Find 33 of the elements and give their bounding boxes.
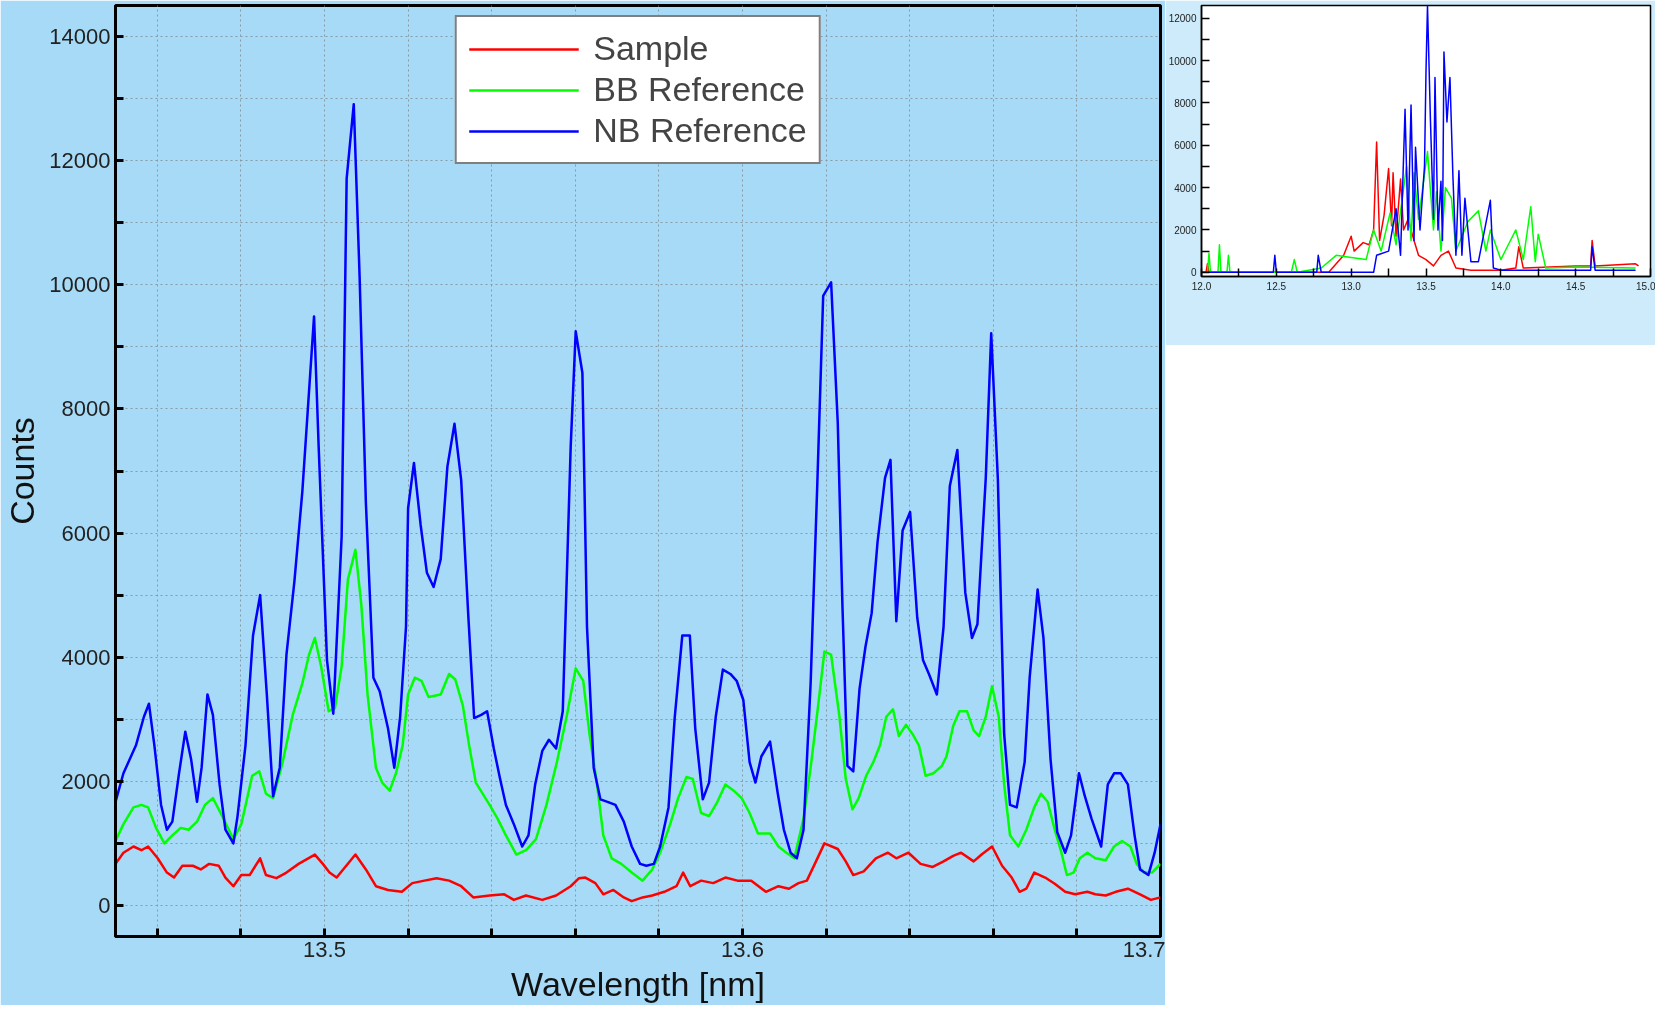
y-tick-label: 6000 xyxy=(1174,140,1197,152)
y-axis-title: Counts xyxy=(3,417,42,525)
y-tick-label: 6000 xyxy=(61,520,111,546)
y-tick-label: 4000 xyxy=(61,644,111,670)
y-tick-label: 10000 xyxy=(49,272,111,298)
y-tick-label: 0 xyxy=(1190,267,1197,279)
x-tick-label: 12.5 xyxy=(1266,280,1287,292)
x-tick-label: 13.5 xyxy=(1416,280,1437,292)
y-tick-label: 8000 xyxy=(61,396,111,422)
x-tick-label: 14.0 xyxy=(1491,280,1511,292)
y-tick-label: 4000 xyxy=(1174,182,1197,194)
x-tick-label: 13.5 xyxy=(303,936,346,962)
x-tick-label: 12.0 xyxy=(1191,280,1212,292)
y-tick-label: 8000 xyxy=(1174,97,1197,109)
x-tick-label: 15.0 xyxy=(1636,280,1656,292)
x-tick-label: 14.5 xyxy=(1565,280,1586,292)
legend-label: Sample xyxy=(593,29,709,68)
y-tick-label: 12000 xyxy=(49,148,111,174)
line-series xyxy=(115,842,1161,903)
x-tick-label: 13.0 xyxy=(1341,280,1362,292)
legend-label: BB Reference xyxy=(593,70,805,109)
y-tick-label: 0 xyxy=(98,892,111,918)
y-tick-label: 2000 xyxy=(61,768,111,794)
x-tick-label: 13.6 xyxy=(721,936,764,962)
y-tick-label: 14000 xyxy=(49,24,111,50)
legend-label: NB Reference xyxy=(593,111,807,150)
y-tick-label: 10000 xyxy=(1168,55,1197,67)
x-axis-title: Wavelength [nm] xyxy=(511,964,765,1003)
y-tick-label: 2000 xyxy=(1174,224,1197,236)
y-tick-label: 12000 xyxy=(1168,13,1197,25)
x-tick-label: 13.7 xyxy=(1122,936,1166,962)
line-series xyxy=(115,102,1161,877)
line-series xyxy=(115,548,1161,882)
